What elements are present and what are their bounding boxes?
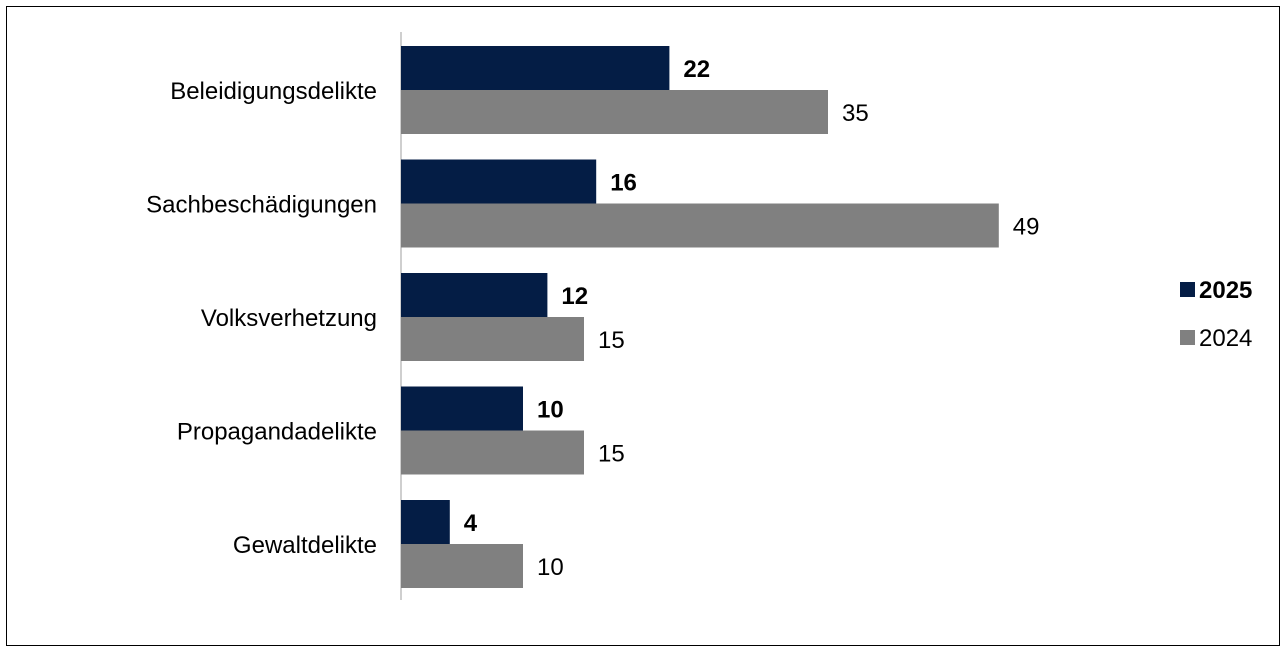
bar-gewaltdelikte-2024 (401, 544, 523, 588)
bar-propagandadelikte-2024 (401, 430, 584, 475)
value-label-volksverhetzung-2025: 12 (561, 283, 588, 310)
category-labels: Beleidigungsdelikte Sachbeschädigungen Vol… (146, 78, 377, 559)
category-label-volksverhetzung: Volksverhetzung (201, 305, 377, 332)
category-label-sachbeschaedigungen: Sachbeschädigungen (146, 192, 377, 219)
legend: 2025 2024 (1180, 277, 1252, 352)
category-label-beleidigungsdelikte: Beleidigungsdelikte (170, 78, 377, 105)
bar-propagandadelikte-2025 (401, 386, 523, 431)
bar-sachbeschaedigungen-2025 (401, 159, 597, 204)
bar-beleidigungsdelikte-2025 (401, 46, 670, 90)
value-label-volksverhetzung-2024: 15 (598, 327, 625, 354)
value-labels: 22 35 16 49 12 15 10 15 4 10 (464, 56, 1040, 581)
bar-volksverhetzung-2024 (401, 317, 584, 361)
value-label-beleidigungsdelikte-2025: 22 (683, 56, 710, 83)
bar-beleidigungsdelikte-2024 (401, 90, 828, 134)
bar-chart: Beleidigungsdelikte Sachbeschädigungen Vol… (146, 32, 1252, 600)
value-label-gewaltdelikte-2024: 10 (537, 554, 564, 581)
category-label-gewaltdelikte: Gewaltdelikte (233, 532, 377, 559)
bar-volksverhetzung-2025 (401, 273, 548, 317)
value-label-beleidigungsdelikte-2024: 35 (842, 100, 869, 127)
value-label-gewaltdelikte-2025: 4 (464, 510, 478, 537)
legend-label-2025: 2025 (1199, 277, 1252, 304)
value-label-sachbeschaedigungen-2025: 16 (610, 170, 637, 197)
bar-sachbeschaedigungen-2024 (401, 203, 999, 248)
bars (401, 46, 999, 588)
value-label-propagandadelikte-2025: 10 (537, 397, 564, 424)
legend-swatch-2024 (1180, 330, 1195, 345)
value-label-sachbeschaedigungen-2024: 49 (1013, 214, 1040, 241)
bar-gewaltdelikte-2025 (401, 500, 450, 544)
value-label-propagandadelikte-2024: 15 (598, 441, 625, 468)
legend-label-2024: 2024 (1199, 325, 1252, 352)
category-label-propagandadelikte: Propagandadelikte (177, 419, 377, 446)
legend-swatch-2025 (1180, 282, 1195, 297)
